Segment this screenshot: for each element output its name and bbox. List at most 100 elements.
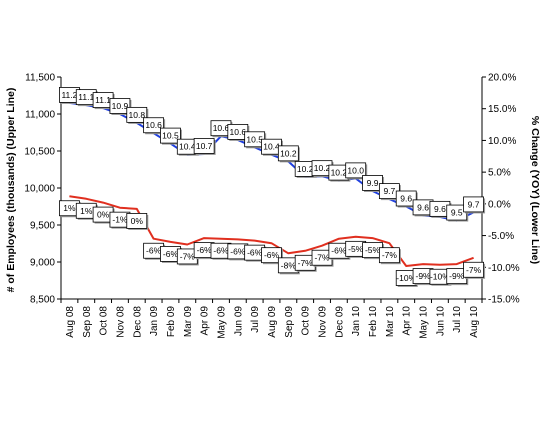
x-tick-label: Nov 08 [115, 306, 126, 338]
employees-data-label-box [160, 127, 181, 144]
yoy-data-label: -8% [281, 260, 297, 270]
yoy-data-label: -9% [415, 271, 431, 281]
yoy-data-label: -1% [112, 215, 128, 225]
x-tick-label: Jan 09 [149, 306, 160, 336]
yoy-data-label: -10% [396, 273, 416, 283]
data-labels: 11.2 11.1 11.110.910.810.610.510.4 10.710.6… [59, 87, 486, 288]
x-tick-label: Nov 09 [318, 306, 329, 338]
yoy-data-label: -6% [264, 250, 280, 260]
yoy-data-label: -10% [430, 272, 450, 282]
x-tick-label: Oct 08 [99, 306, 110, 336]
employees-data-label: 10.2 [280, 148, 297, 158]
yoy-data-label: 1% [63, 203, 76, 213]
yoy-data-label: 0% [97, 210, 110, 220]
employees-data-label-box [143, 117, 165, 134]
yoy-data-label: -7% [314, 253, 330, 263]
yoy-data-label: -7% [298, 258, 314, 268]
employees-data-label: 9.9 [367, 178, 379, 188]
employees-data-label: 9.6 [434, 204, 446, 214]
employees-data-label: 10.0 [347, 165, 364, 175]
left-tick-label: 8,500 [30, 295, 55, 306]
employees-data-label-box [395, 190, 417, 207]
yoy-data-label: -7% [466, 265, 482, 275]
employees-data-label: 10.6 [230, 127, 247, 137]
left-tick-label: 9,500 [30, 221, 55, 232]
employees-data-label: 10.4 [263, 142, 280, 152]
employees-data-label-group: 9.7 [378, 183, 401, 201]
employees-data-label: 10.8 [129, 110, 146, 120]
x-tick-label: Dec 09 [334, 306, 345, 338]
right-tick-label: -5.0% [488, 231, 514, 242]
employees-data-label-group: 10.2 [311, 160, 334, 178]
employees-data-label-group: 10.7 [193, 138, 216, 155]
employees-data-label: 10.6 [145, 120, 162, 130]
x-tick-label: Sep 08 [82, 306, 93, 338]
yoy-data-label: -5% [365, 245, 381, 255]
left-tick-label: 10,000 [24, 184, 55, 195]
right-tick-label: 0.0% [488, 199, 511, 210]
employees-data-label: 10.9 [112, 101, 129, 111]
axes: 8,500 9,000 9,500 10,000 10,500 11,000 11,500 -… [24, 73, 519, 339]
x-tick-label: Jun 10 [435, 306, 446, 336]
employees-data-label-box [277, 145, 299, 162]
employees-data-label: 10.4 [179, 142, 196, 152]
left-tick-label: 11,000 [25, 110, 55, 121]
employees-data-label: 11.1 [78, 92, 94, 102]
x-tick-label: Mar 10 [385, 306, 396, 338]
yoy-data-label: -6% [163, 249, 179, 259]
right-tick-label: -10.0% [488, 263, 520, 274]
right-tick-label: 15.0% [488, 104, 516, 115]
employees-data-label: 9.7 [468, 199, 480, 209]
yoy-data-label-group: -7% [463, 261, 486, 279]
x-tick-label: Jul 10 [452, 306, 463, 333]
employees-data-label-group: 10.5 [160, 127, 182, 145]
yoy-data-label: -6% [331, 246, 347, 256]
employees-data-label: 11.2 [61, 90, 77, 100]
right-tick-label: -15.0% [488, 295, 520, 306]
x-tick-label: Jul 09 [250, 306, 261, 333]
employees-data-label: 10.6 [213, 123, 230, 133]
employees-data-label: 11.1 [95, 95, 111, 105]
yoy-data-label: -6% [197, 245, 213, 255]
employees-data-label: 10.5 [246, 134, 263, 144]
yoy-data-label: -7% [382, 250, 398, 260]
employees-data-label: 9.5 [451, 208, 463, 218]
x-tick-label: Jun 09 [233, 306, 244, 336]
x-tick-label: Aug 09 [267, 306, 278, 338]
yoy-data-label: -6% [146, 246, 162, 256]
employees-data-label-group: 9.7 [463, 196, 486, 214]
employees-data-label: 9.6 [400, 194, 412, 204]
x-tick-label: Mar 09 [183, 306, 194, 338]
right-tick-label: 5.0% [488, 168, 511, 179]
x-tick-label: Feb 10 [368, 306, 379, 338]
x-tick-label: Aug 08 [65, 306, 76, 338]
x-tick-label: Apr 09 [200, 306, 211, 336]
employees-data-label: 9.7 [383, 186, 395, 196]
yoy-data-label: 1% [80, 206, 93, 216]
employees-data-label-box [109, 98, 131, 114]
yoy-data-label-group: -7% [378, 247, 401, 265]
employees-data-label-group: 10.2 [277, 145, 300, 163]
employees-data-label: 10.2 [331, 168, 348, 178]
employees-data-label-box [345, 162, 367, 179]
yoy-data-label-box [261, 247, 282, 264]
yoy-data-label-box [126, 213, 148, 229]
employees-data-label-box [362, 175, 383, 191]
yoy-data-label: -9% [449, 271, 465, 281]
left-axis-label: # of Employees (thousands) (Upper Line) [5, 88, 17, 293]
yoy-change-line [69, 195, 474, 267]
x-tick-label: Dec 08 [132, 306, 143, 338]
employees-data-label-box [126, 106, 148, 123]
yoy-data-label-group: -7% [294, 254, 317, 272]
employees-data-label: 10.2 [314, 163, 331, 173]
x-tick-label: Jan 10 [351, 306, 362, 336]
yoy-data-label: -6% [213, 246, 229, 256]
employees-data-label: 10.5 [162, 131, 179, 141]
left-tick-label: 11,500 [25, 73, 55, 84]
left-tick-label: 9,000 [30, 258, 55, 269]
employees-data-label: 10.2 [297, 164, 314, 174]
yoy-data-label-group: -7% [311, 249, 334, 267]
employees-data-label-box [193, 138, 215, 154]
yoy-data-label-box [463, 261, 484, 278]
